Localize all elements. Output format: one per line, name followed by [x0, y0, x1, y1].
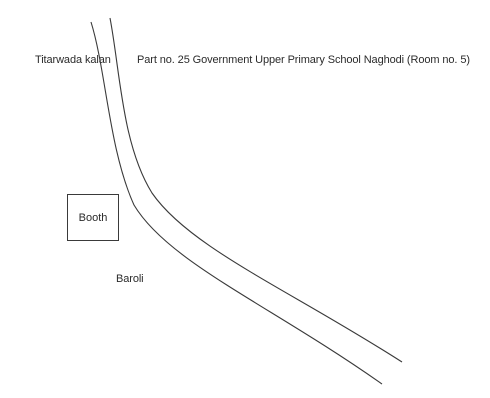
booth-label: Booth [78, 211, 108, 224]
village-label-titarwada-kalan: Titarwada kalan [35, 54, 111, 66]
road-edge-right [109, 17, 403, 363]
polling-booth-description: Part no. 25 Government Upper Primary Sch… [137, 54, 470, 66]
village-label-baroli: Baroli [116, 273, 144, 285]
road-edge-left [90, 21, 383, 385]
booth-marker: Booth [67, 194, 119, 241]
